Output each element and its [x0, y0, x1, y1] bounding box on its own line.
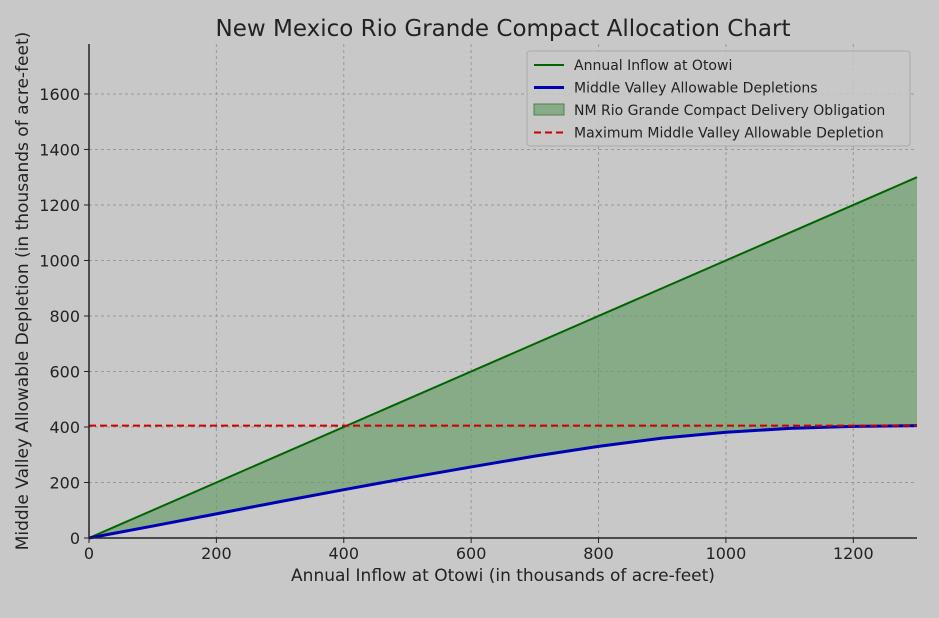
x-tick-label: 400	[328, 544, 359, 563]
x-tick-label: 1200	[833, 544, 874, 563]
y-tick-label: 400	[49, 418, 80, 437]
x-tick-label: 200	[201, 544, 232, 563]
series-line-annual-inflow	[88, 176, 918, 539]
y-tick-label: 1400	[39, 140, 80, 159]
y-tick-label: 200	[49, 473, 80, 492]
x-tick-label: 600	[456, 544, 487, 563]
legend-label: Middle Valley Allowable Depletions	[574, 81, 818, 97]
y-tick-label: 1000	[39, 251, 80, 270]
x-tick-label: 1000	[706, 544, 747, 563]
tick-labels: 0 200 400 600 800 1000 1200 0 200 400 600 800 1000 12…	[39, 85, 873, 563]
x-tick-label: 0	[84, 544, 94, 563]
legend-label: NM Rio Grande Compact Delivery Obligatio…	[574, 103, 885, 119]
legend-label: Annual Inflow at Otowi	[574, 58, 732, 74]
y-tick-label: 600	[49, 362, 80, 381]
chart-title: New Mexico Rio Grande Compact Allocation…	[216, 16, 791, 42]
x-tick-label: 800	[583, 544, 614, 563]
axes-layer	[88, 44, 917, 539]
legend-label: Maximum Middle Valley Allowable Depletio…	[574, 126, 884, 142]
series-line-middle-valley-depletions	[88, 424, 918, 540]
x-axis-label: Annual Inflow at Otowi (in thousands of …	[291, 566, 715, 586]
y-tick-label: 1200	[39, 196, 80, 215]
y-tick-label: 800	[49, 307, 80, 326]
legend-swatch	[533, 103, 565, 116]
y-axis-label: Middle Valley Allowable Depletion (in th…	[13, 32, 33, 551]
legend: Annual Inflow at Otowi Middle Valley Allo…	[526, 50, 911, 147]
y-tick-label: 1600	[39, 85, 80, 104]
y-tick-label: 0	[70, 529, 80, 548]
legend-box	[526, 50, 911, 147]
series-layer	[88, 176, 918, 540]
